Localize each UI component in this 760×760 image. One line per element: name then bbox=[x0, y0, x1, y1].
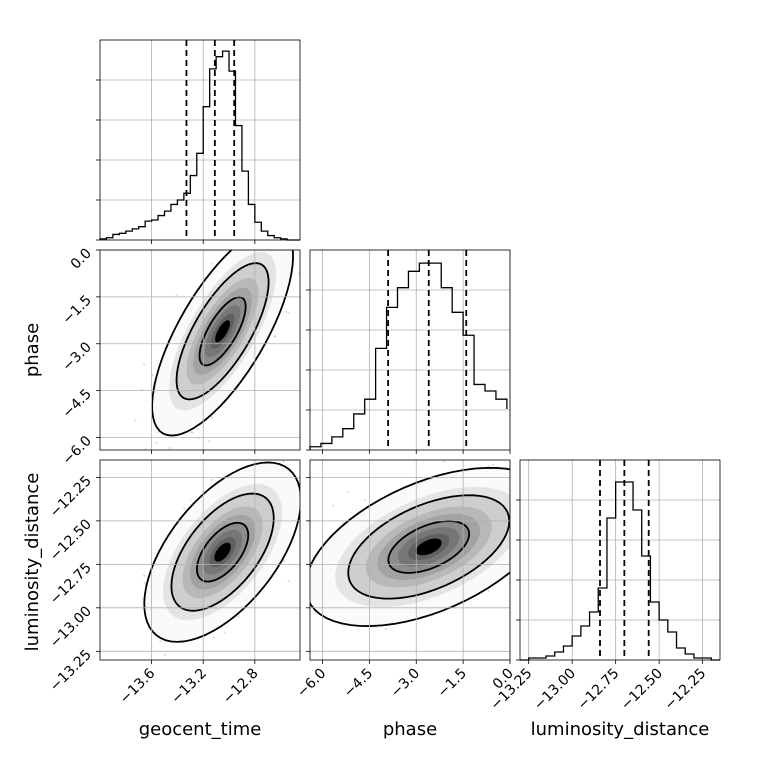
scatter-point bbox=[163, 653, 166, 657]
scatter-point bbox=[259, 248, 261, 250]
scatter-point bbox=[156, 430, 159, 434]
hist-panel-phase bbox=[309, 249, 511, 451]
scatter-point bbox=[252, 247, 254, 249]
y-tick-label-phase-2: −3.0 bbox=[59, 339, 94, 374]
scatter-point bbox=[287, 311, 290, 314]
x-tick-label-luminosity_distance-4: −12.25 bbox=[661, 666, 709, 714]
scatter-point bbox=[274, 334, 277, 338]
contour-line-1 bbox=[175, 262, 270, 401]
y-tick-label-phase-3: −1.5 bbox=[59, 292, 94, 327]
scatter-point bbox=[287, 579, 290, 583]
hist-panel-geocent_time bbox=[99, 39, 301, 241]
scatter-point bbox=[155, 441, 158, 445]
histogram-phase bbox=[309, 262, 508, 450]
scatter-point bbox=[143, 581, 146, 584]
y-tick-label-phase-1: −4.5 bbox=[59, 386, 94, 421]
scatter-point bbox=[223, 631, 226, 634]
scatter-point bbox=[313, 482, 315, 484]
scatter-point bbox=[259, 235, 261, 237]
y-tick-label-phase-0: −6.0 bbox=[59, 433, 94, 468]
scatter-point bbox=[191, 431, 195, 434]
y-axis-label-luminosity-distance: luminosity_distance bbox=[22, 473, 43, 652]
scatter-point bbox=[159, 639, 162, 643]
scatter-point bbox=[189, 431, 192, 434]
y-tick-label-phase-4: 0.0 bbox=[68, 246, 95, 273]
density-panel-geocent_time-vs-phase bbox=[134, 226, 300, 450]
scatter-point bbox=[144, 448, 147, 450]
scatter-point bbox=[175, 294, 178, 297]
scatter-point bbox=[151, 374, 154, 377]
panel-frame-1-0 bbox=[99, 249, 301, 451]
scatter-point bbox=[277, 247, 279, 249]
scatter-point bbox=[168, 446, 172, 450]
scatter-point bbox=[284, 310, 287, 313]
contour-line-2 bbox=[151, 250, 294, 437]
scatter-point bbox=[189, 499, 192, 502]
scatter-point bbox=[295, 233, 297, 235]
x-tick-label-luminosity_distance-3: −12.50 bbox=[618, 666, 666, 714]
scatter-point bbox=[210, 478, 214, 481]
scatter-point bbox=[268, 232, 270, 234]
density-peak bbox=[215, 320, 231, 343]
histogram-luminosity_distance bbox=[520, 481, 720, 661]
scatter-point bbox=[208, 440, 211, 443]
scatter-point bbox=[260, 246, 262, 248]
scatter-point bbox=[211, 262, 214, 266]
scatter-point bbox=[298, 272, 300, 275]
scatter-point bbox=[197, 428, 200, 431]
x-axis-label-geocent-time: geocent_time bbox=[139, 719, 262, 740]
scatter-point bbox=[183, 507, 186, 510]
histogram-geocent_time bbox=[99, 50, 300, 241]
scatter-point bbox=[282, 460, 285, 463]
x-axis-label-luminosity-distance: luminosity_distance bbox=[531, 719, 710, 740]
scatter-point bbox=[254, 247, 256, 249]
scatter-point bbox=[230, 236, 232, 238]
scatter-point bbox=[332, 500, 334, 502]
scatter-point bbox=[134, 419, 137, 422]
scatter-point bbox=[212, 636, 215, 639]
scatter-point bbox=[304, 538, 306, 540]
y-axis-label-phase: phase bbox=[22, 323, 43, 377]
hist-panel-luminosity_distance bbox=[519, 459, 721, 661]
x-tick-label-luminosity_distance-2: −12.75 bbox=[575, 666, 623, 714]
scatter-point bbox=[142, 363, 146, 366]
scatter-point bbox=[273, 335, 276, 338]
scatter-point bbox=[210, 416, 214, 419]
scatter-point bbox=[258, 226, 260, 228]
x-tick-label-luminosity_distance-1: −13.00 bbox=[531, 666, 579, 714]
contour-line-0 bbox=[198, 296, 247, 367]
density-panel-geocent_time-vs-luminosity_distance bbox=[142, 460, 334, 657]
x-axis-label-phase: phase bbox=[383, 719, 437, 740]
scatter-point bbox=[237, 615, 240, 618]
